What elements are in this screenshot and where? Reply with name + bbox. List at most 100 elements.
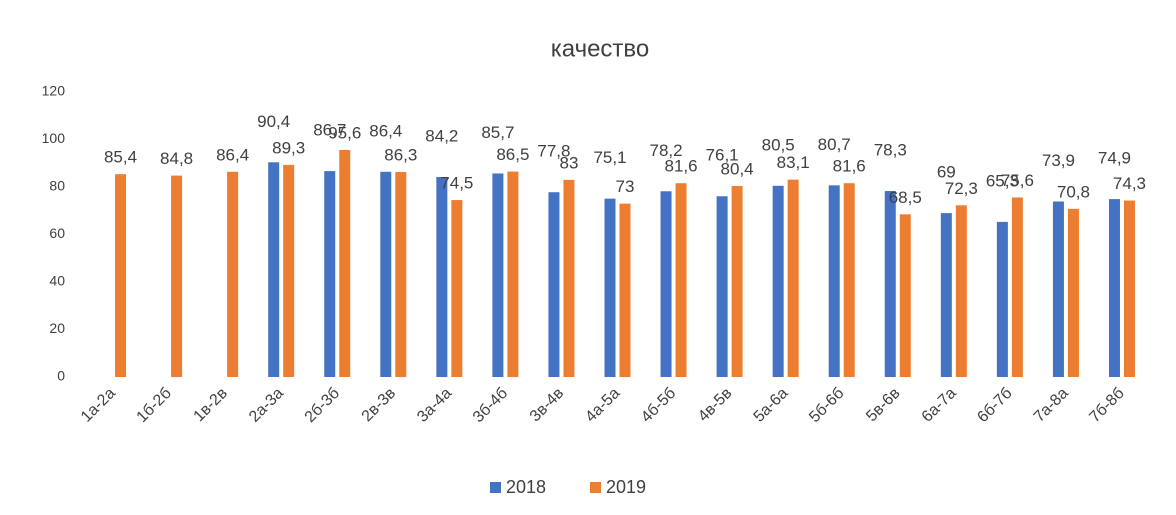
bar [1011, 197, 1023, 377]
legend-label: 2019 [606, 477, 646, 497]
y-tick-label: 120 [42, 83, 66, 99]
bar [380, 171, 392, 377]
data-label: 89,3 [272, 138, 305, 157]
data-label: 86,4 [369, 121, 402, 140]
y-tick-label: 20 [49, 320, 65, 336]
data-label: 69 [937, 163, 956, 182]
data-label: 81,6 [833, 157, 866, 176]
bar [492, 173, 504, 377]
bar [451, 200, 463, 377]
y-tick-label: 40 [49, 273, 65, 289]
legend-swatch [490, 482, 501, 493]
data-label: 74,3 [1113, 174, 1146, 193]
bar [283, 164, 295, 377]
x-tick-label: 4а-5а [582, 385, 623, 426]
data-label: 85,7 [481, 123, 514, 142]
bar [324, 171, 336, 377]
data-label: 77,8 [537, 142, 570, 161]
data-label: 85,4 [104, 148, 137, 167]
x-tick-label: 2в-3в [359, 385, 399, 425]
bar [940, 213, 952, 377]
x-tick-label: 1а-2а [78, 385, 119, 426]
x-tick-label: 3а-4а [414, 385, 455, 426]
y-tick-label: 0 [57, 368, 65, 384]
data-label: 86,7 [313, 121, 346, 140]
bar [787, 179, 799, 377]
bar [828, 185, 840, 377]
bar [1067, 208, 1079, 377]
data-label: 86,4 [216, 145, 249, 164]
bar [171, 175, 183, 377]
x-tick-label: 3б-4б [470, 385, 511, 426]
x-tick-label: 6б-7б [974, 385, 1015, 426]
data-label: 75,6 [1001, 171, 1034, 190]
data-label: 72,3 [945, 179, 978, 198]
data-label: 81,6 [665, 157, 698, 176]
bar [1108, 199, 1120, 377]
x-tick-label: 5а-6а [751, 385, 792, 426]
data-label: 84,2 [425, 127, 458, 146]
bar [955, 205, 967, 377]
data-label: 84,8 [160, 149, 193, 168]
bar [884, 191, 896, 377]
bar [660, 191, 672, 377]
legend-label: 2018 [506, 477, 546, 497]
x-tick-label: 2а-3а [246, 385, 287, 426]
data-label: 70,8 [1057, 182, 1090, 201]
bar [227, 171, 239, 377]
x-tick-label: 6а-7а [919, 385, 960, 426]
bar [772, 185, 784, 377]
data-label: 80,5 [762, 135, 795, 154]
legend-swatch [590, 482, 601, 493]
data-label: 83 [559, 153, 578, 172]
data-label: 95,6 [328, 123, 361, 142]
x-tick-label: 5в-6в [863, 385, 903, 425]
data-label: 80,7 [818, 135, 851, 154]
bar [731, 186, 743, 377]
bar [268, 162, 280, 377]
data-label: 74,9 [1098, 149, 1131, 168]
x-tick-label: 4б-5б [638, 385, 679, 426]
bar [899, 214, 911, 377]
x-tick-label: 4в-5в [695, 385, 735, 425]
bar [675, 183, 687, 377]
bar [996, 221, 1008, 377]
bar [339, 149, 351, 377]
chart-title: качество [551, 35, 650, 62]
x-tick-label: 2б-3б [302, 385, 343, 426]
y-tick-label: 80 [49, 178, 65, 194]
bar [619, 203, 631, 377]
bar [604, 198, 616, 377]
data-label: 78,2 [650, 141, 683, 160]
x-tick-label: 1б-2б [134, 385, 175, 426]
x-tick-label: 7а-8а [1031, 385, 1072, 426]
bar [1052, 201, 1064, 377]
data-label: 68,5 [889, 188, 922, 207]
x-tick-label: 1в-2в [191, 385, 231, 425]
data-label: 83,1 [777, 153, 810, 172]
bar [716, 196, 728, 377]
x-tick-label: 3в-4в [527, 385, 567, 425]
bar [507, 171, 519, 377]
data-label: 65,3 [986, 171, 1019, 190]
data-label: 78,3 [874, 141, 907, 160]
x-tick-label: 7б-8б [1086, 385, 1127, 426]
data-label: 90,4 [257, 112, 290, 131]
y-tick-label: 60 [49, 225, 65, 241]
bar [563, 179, 575, 377]
data-label: 73,9 [1042, 151, 1075, 170]
data-label: 80,4 [721, 160, 754, 179]
bar [1123, 200, 1135, 377]
bar [843, 183, 855, 377]
data-label: 73 [616, 177, 635, 196]
bar [548, 192, 560, 377]
bar [115, 174, 127, 377]
data-label: 76,1 [706, 146, 739, 165]
bar [395, 172, 407, 377]
data-label: 86,3 [384, 146, 417, 165]
data-label: 86,5 [496, 145, 529, 164]
data-label: 74,5 [440, 174, 473, 193]
y-tick-label: 100 [42, 130, 66, 146]
x-tick-label: 5б-6б [806, 385, 847, 426]
